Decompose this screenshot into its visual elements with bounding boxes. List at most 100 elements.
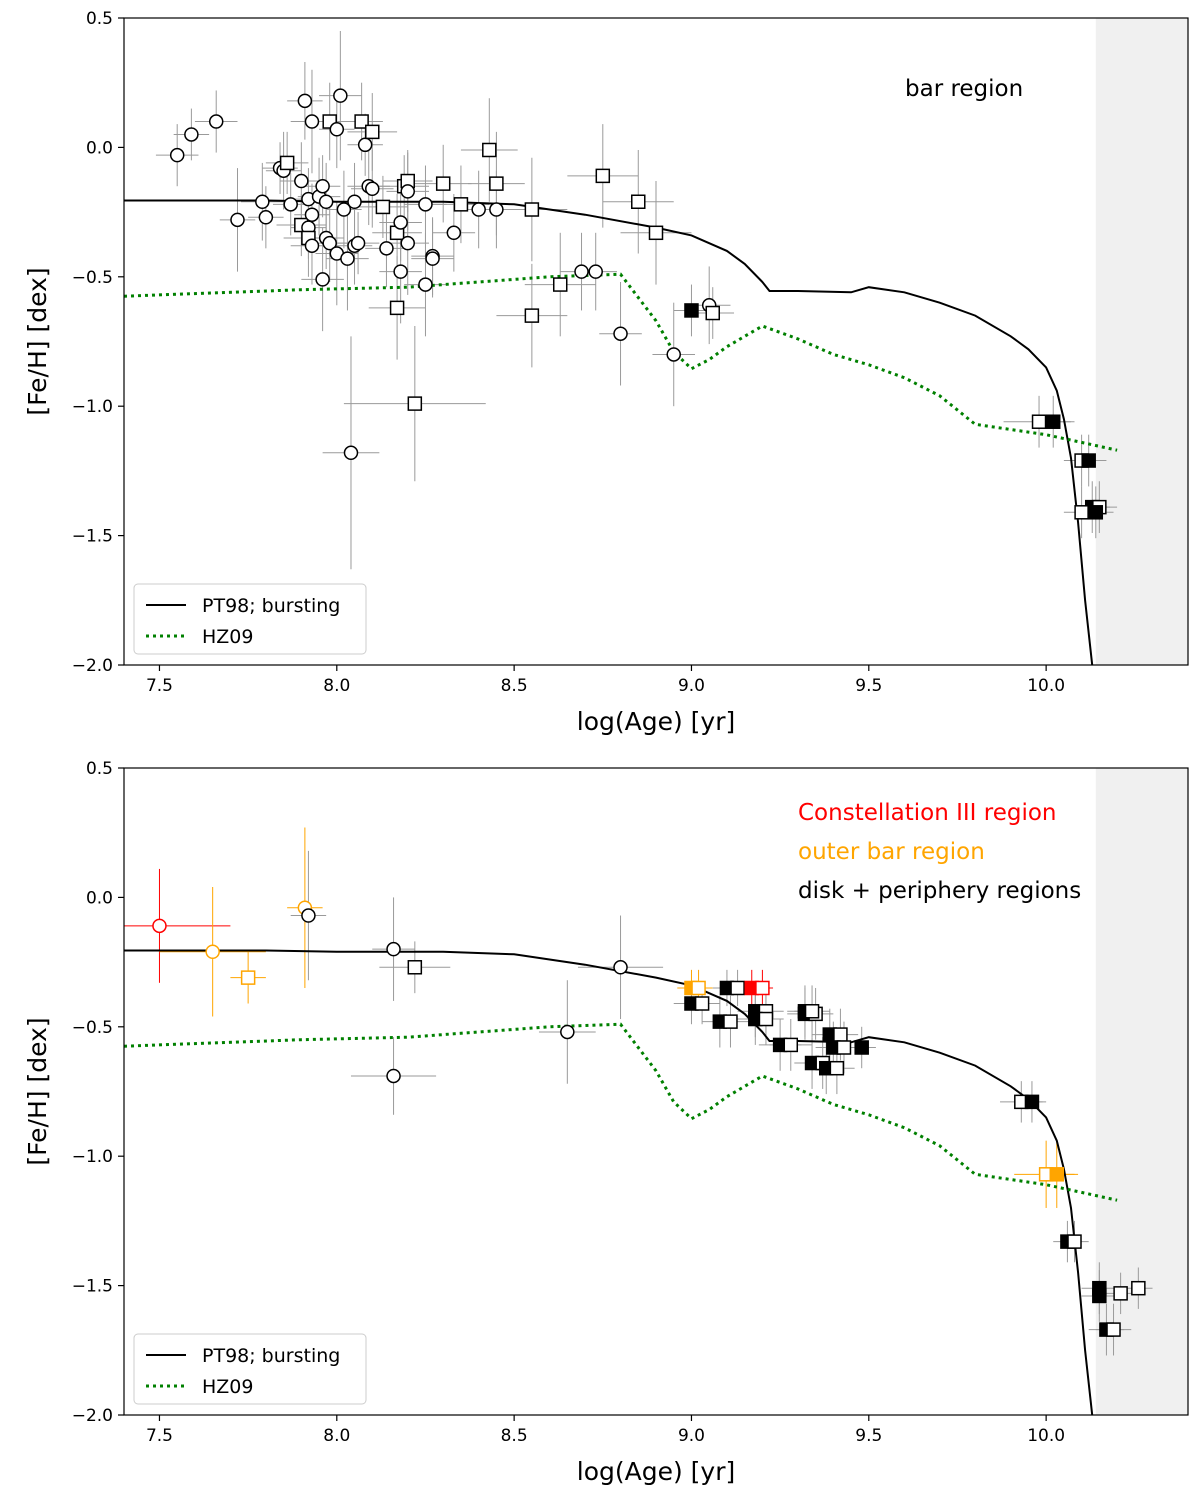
error-bars bbox=[124, 827, 1153, 1356]
data-point-circle bbox=[400, 235, 415, 251]
data-point-circle bbox=[340, 251, 355, 266]
data-point-circle bbox=[294, 173, 309, 189]
data-point-square-open bbox=[691, 980, 706, 996]
data-point-circle bbox=[386, 941, 401, 957]
axes-frame bbox=[123, 17, 1189, 666]
data-point-square-open bbox=[407, 396, 423, 411]
data-markers bbox=[169, 88, 1107, 520]
y-tick-label: −2.0 bbox=[72, 1406, 113, 1426]
data-point-circle bbox=[301, 908, 316, 923]
x-tick-label: 9.0 bbox=[678, 676, 705, 696]
data-point-circle bbox=[666, 347, 681, 362]
data-point-square-filled bbox=[1088, 505, 1104, 520]
data-point-square-open bbox=[453, 197, 469, 212]
data-point-square-open bbox=[758, 1011, 774, 1027]
data-point-circle bbox=[574, 264, 589, 279]
data-point-square-open bbox=[365, 124, 380, 140]
plot-area bbox=[124, 827, 1153, 1415]
data-point-square-filled bbox=[1092, 1288, 1107, 1304]
data-point-square-filled bbox=[684, 303, 699, 318]
x-tick-label: 8.5 bbox=[501, 1426, 528, 1446]
y-tick-label: 0.0 bbox=[86, 138, 113, 158]
y-tick-label: −2.0 bbox=[72, 656, 113, 676]
data-point-square-open bbox=[389, 300, 405, 316]
data-point-square-filled bbox=[854, 1040, 869, 1055]
data-point-circle bbox=[365, 181, 380, 197]
legend-box bbox=[133, 583, 367, 655]
legend-label: HZ09 bbox=[202, 1376, 253, 1398]
series-line-hz09 bbox=[124, 272, 1118, 452]
y-tick-label: −1.5 bbox=[72, 1277, 113, 1297]
y-tick-label: −1.0 bbox=[72, 1147, 113, 1167]
annotation-text: bar region bbox=[905, 76, 1023, 102]
data-point-circle bbox=[230, 212, 245, 228]
data-point-circle bbox=[418, 197, 433, 212]
legend-box bbox=[133, 1333, 367, 1405]
data-point-square-open bbox=[648, 225, 664, 241]
error-bars bbox=[155, 30, 1118, 570]
y-tick-label: −0.5 bbox=[72, 268, 113, 288]
data-point-circle bbox=[613, 960, 628, 975]
data-point-square-open bbox=[240, 970, 256, 985]
x-tick-label: 9.5 bbox=[855, 676, 882, 696]
x-tick-label: 7.5 bbox=[146, 676, 173, 696]
data-point-circle bbox=[386, 1068, 401, 1084]
data-point-circle bbox=[318, 194, 334, 209]
data-point-circle bbox=[333, 88, 348, 103]
data-point-square-open bbox=[375, 199, 391, 215]
chart-panel-regions: 7.5 8.0 8.5 9.0 9.5 10.0 0.5 0.0 −0.5 −1.0 −1.5 −2.… bbox=[23, 759, 1189, 1486]
data-point-circle bbox=[304, 238, 320, 253]
data-point-circle bbox=[208, 114, 224, 129]
y-tick-label: 0.5 bbox=[86, 759, 113, 779]
data-point-circle bbox=[329, 122, 345, 137]
x-tick-label: 8.0 bbox=[323, 1426, 350, 1446]
legend-label: PT98; bursting bbox=[202, 1345, 340, 1367]
data-point-circle bbox=[315, 272, 330, 287]
data-point-circle bbox=[489, 202, 504, 217]
data-point-circle bbox=[184, 127, 199, 142]
data-point-square-open bbox=[1106, 1322, 1121, 1337]
data-point-square-open bbox=[279, 155, 295, 171]
data-point-square-open bbox=[1113, 1286, 1128, 1301]
data-point-square-open bbox=[804, 1004, 820, 1019]
data-point-square-open bbox=[595, 168, 611, 184]
data-point-circle bbox=[588, 264, 603, 279]
data-point-circle bbox=[304, 114, 320, 129]
data-point-circle bbox=[446, 225, 462, 241]
data-point-square-open bbox=[1067, 1234, 1082, 1249]
data-point-circle bbox=[315, 178, 330, 194]
data-point-circle bbox=[357, 137, 373, 153]
x-tick-label: 7.5 bbox=[146, 1426, 173, 1446]
data-point-square-open bbox=[482, 142, 497, 158]
data-point-square-open bbox=[836, 1040, 852, 1055]
shaded-region bbox=[1095, 18, 1188, 665]
data-point-square-open bbox=[829, 1060, 845, 1076]
shaded-region bbox=[1095, 768, 1188, 1415]
data-point-circle bbox=[393, 215, 408, 230]
data-point-circle bbox=[283, 197, 298, 212]
data-point-circle bbox=[258, 210, 274, 225]
data-point-square-open bbox=[489, 176, 504, 191]
data-point-circle bbox=[350, 235, 366, 251]
data-point-square-filled bbox=[1024, 1094, 1040, 1110]
data-point-square-open bbox=[705, 305, 720, 321]
x-tick-label: 9.0 bbox=[678, 1426, 705, 1446]
data-point-circle bbox=[400, 184, 415, 199]
data-point-square-open bbox=[552, 277, 568, 292]
x-tick-label: 8.5 bbox=[501, 676, 528, 696]
data-point-circle bbox=[379, 241, 394, 256]
x-axis-label: log(Age) [yr] bbox=[577, 1457, 736, 1486]
data-point-circle bbox=[560, 1024, 575, 1040]
data-point-square-filled bbox=[1045, 414, 1061, 429]
annotation-text: outer bar region bbox=[798, 839, 985, 865]
y-tick-label: 0.0 bbox=[86, 888, 113, 908]
data-point-square-open bbox=[407, 960, 423, 975]
data-point-square-open bbox=[1131, 1280, 1146, 1296]
data-point-circle bbox=[205, 944, 220, 959]
data-point-square-open bbox=[631, 194, 646, 209]
x-tick-label: 10.0 bbox=[1027, 676, 1065, 696]
series-line-hz09 bbox=[124, 1022, 1118, 1202]
chart-panel-bar-region: 7.5 8.0 8.5 9.0 9.5 10.0 0.5 0.0 −0.5 −1.0 −1.5 −2.… bbox=[23, 9, 1189, 736]
data-point-circle bbox=[418, 277, 433, 292]
